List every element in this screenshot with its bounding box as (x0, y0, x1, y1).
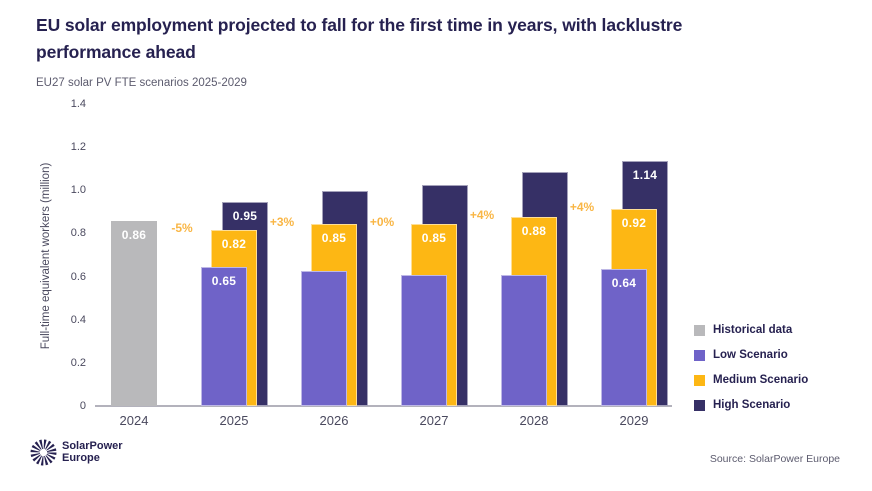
logo-line-2: Europe (62, 451, 100, 464)
legend-item-historical-data: Historical data (694, 324, 808, 336)
x-label-2029: 2029 (619, 413, 649, 428)
y-tick-0: 0 (79, 400, 86, 412)
y-tick-0.2: 0.2 (70, 356, 86, 369)
y-tick-0.6: 0.6 (70, 270, 86, 283)
legend-label-low-scenario: Low Scenario (713, 349, 788, 361)
bar-value-medium-scenario-2026: 0.85 (321, 230, 347, 245)
bar-value-high-scenario-2029: 1.14 (632, 168, 658, 183)
page-title: EU solar employment projected to fall fo… (36, 12, 796, 66)
x-label-2027: 2027 (419, 413, 449, 428)
legend-swatch-historical-data (694, 324, 705, 336)
legend-label-historical-data: Historical data (713, 324, 793, 336)
x-label-2028: 2028 (519, 413, 549, 428)
legend-label-high-scenario: High Scenario (713, 399, 791, 411)
bar-low-scenario-2028 (501, 275, 547, 406)
chart-legend: Historical data Low Scenario Medium Scenar… (694, 324, 808, 424)
x-label-2024: 2024 (119, 413, 149, 428)
brand-logo-text: SolarPower Europe (62, 440, 123, 464)
legend-item-high-scenario: High Scenario (694, 399, 808, 411)
bar-value-low-scenario-2025: 0.65 (211, 273, 237, 288)
annotation-2029: +4% (569, 199, 595, 214)
bar-low-scenario-2029 (601, 268, 647, 406)
x-axis-line (95, 405, 672, 407)
annotation-2028: +4% (469, 208, 495, 223)
legend-item-medium-scenario: Medium Scenario (694, 374, 808, 386)
y-tick-1.0: 1.0 (70, 184, 86, 197)
chart-subtitle: EU27 solar PV FTE scenarios 2025-2029 (36, 77, 247, 89)
bar-historical-data-2024 (111, 221, 157, 406)
bar-value-low-scenario-2029: 0.64 (611, 275, 637, 290)
legend-item-low-scenario: Low Scenario (694, 349, 808, 361)
annotation-2026: +3% (269, 214, 295, 229)
bar-value-medium-scenario-2027: 0.85 (421, 230, 447, 245)
x-label-2025: 2025 (219, 413, 249, 428)
sunburst-icon (30, 439, 57, 466)
source-note: Source: SolarPower Europe (709, 453, 840, 465)
bar-value-medium-scenario-2028: 0.88 (521, 224, 547, 239)
bar-value-historical-data-2024: 0.86 (121, 228, 147, 243)
annotation-2027: +0% (369, 214, 395, 229)
annotation-2025: -5% (171, 221, 193, 236)
legend-swatch-low-scenario (694, 349, 705, 361)
legend-swatch-high-scenario (694, 399, 705, 411)
legend-swatch-medium-scenario (694, 374, 705, 386)
title-line-1: EU solar employment projected to fall fo… (36, 15, 683, 35)
bar-low-scenario-2026 (301, 271, 347, 406)
brand-logo: SolarPower Europe (30, 439, 123, 466)
y-tick-1.2: 1.2 (70, 141, 86, 154)
y-tick-0.4: 0.4 (70, 313, 86, 326)
title-line-2: performance ahead (36, 42, 196, 62)
bar-value-medium-scenario-2025: 0.82 (221, 237, 247, 252)
y-tick-0.8: 0.8 (70, 227, 86, 240)
bar-low-scenario-2025 (201, 266, 247, 406)
bar-value-medium-scenario-2029: 0.92 (621, 215, 647, 230)
y-tick-1.4: 1.4 (70, 98, 86, 110)
bar-value-high-scenario-2025: 0.95 (232, 209, 258, 224)
legend-label-medium-scenario: Medium Scenario (713, 374, 809, 386)
x-label-2026: 2026 (319, 413, 349, 428)
logo-line-1: SolarPower (62, 440, 123, 452)
bar-low-scenario-2027 (401, 275, 447, 406)
